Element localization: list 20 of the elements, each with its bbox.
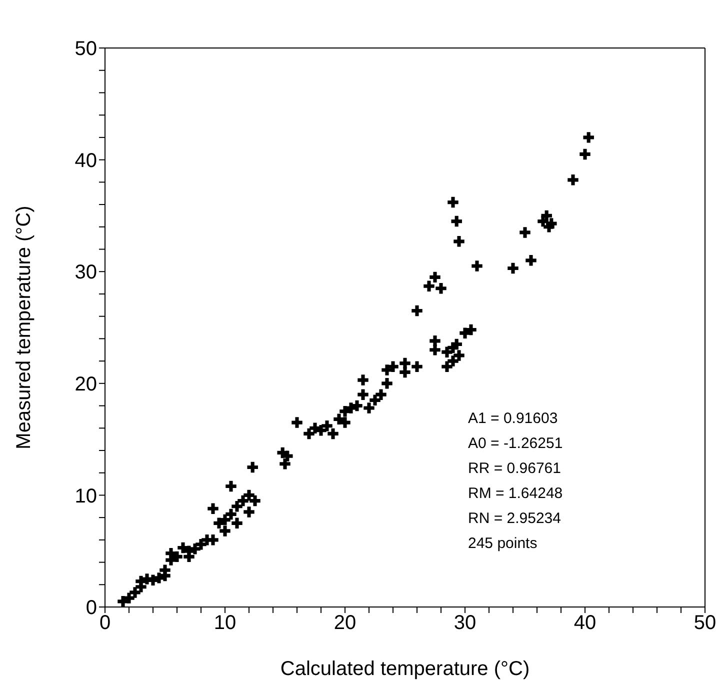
y-tick-label: 50 xyxy=(74,38,97,60)
annotation: A0 = -1.26251 xyxy=(468,434,563,454)
y-tick-label: 30 xyxy=(74,262,97,284)
y-tick-label: 20 xyxy=(74,374,97,396)
annotation: A1 = 0.91603 xyxy=(468,409,559,429)
x-axis-title: Calculated temperature (°C) xyxy=(280,658,530,680)
y-tick-label: 10 xyxy=(74,485,97,508)
x-tick-label: 0 xyxy=(99,612,111,634)
annotation: RN = 2.95234 xyxy=(468,509,562,529)
annotation: RM = 1.64248 xyxy=(468,484,563,504)
annotation: 245 points xyxy=(468,534,538,554)
x-tick-label: 50 xyxy=(694,612,716,634)
x-tick-label: 10 xyxy=(214,612,236,634)
y-axis-title: Measured temperature (°C) xyxy=(13,206,36,450)
x-tick-label: 40 xyxy=(574,612,596,634)
x-tick-label: 30 xyxy=(454,612,476,634)
x-tick-label: 20 xyxy=(334,612,356,634)
y-tick-label: 40 xyxy=(74,150,97,172)
y-tick-label: 0 xyxy=(86,597,97,620)
annotation: RR = 0.96761 xyxy=(468,459,562,479)
